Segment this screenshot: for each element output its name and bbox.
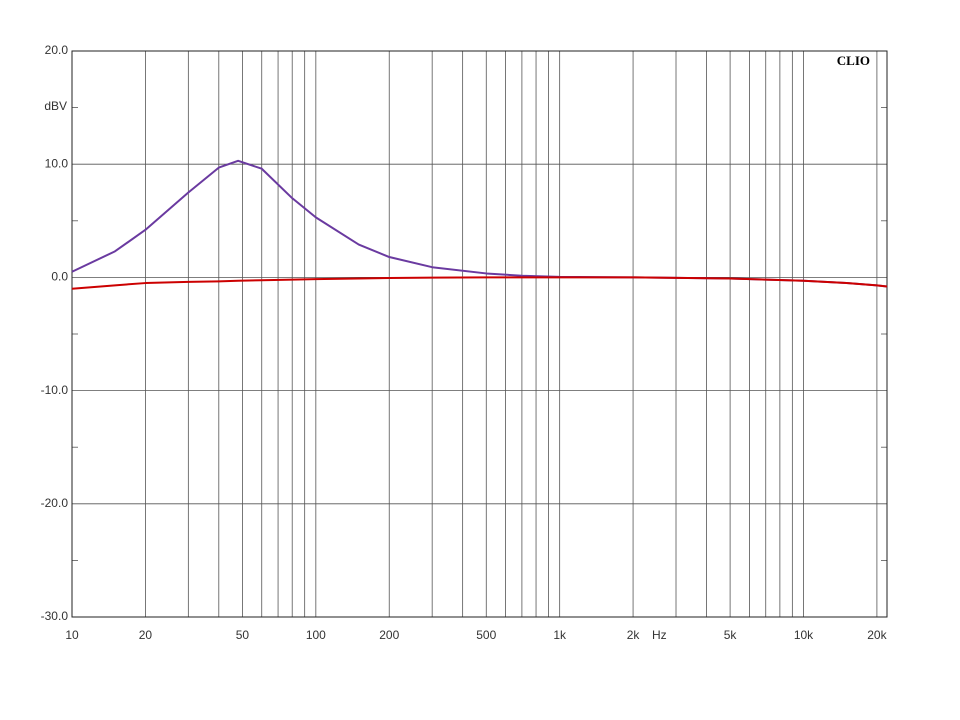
x-tick-label: 100: [306, 628, 326, 642]
y-tick-label: 0.0: [51, 270, 68, 284]
x-tick-label: 2k: [627, 628, 641, 642]
x-tick-label: 20: [139, 628, 153, 642]
y-axis-label: dBV: [44, 99, 67, 113]
logo: CLIO: [837, 53, 870, 68]
series-line: [71, 159, 888, 288]
y-tick-label: -10.0: [41, 383, 69, 397]
y-tick-label: -20.0: [41, 496, 69, 510]
y-tick-label: -30.0: [41, 609, 69, 623]
plot-frame: [71, 50, 888, 618]
x-tick-label: 5k: [724, 628, 738, 642]
x-tick-label: 1k: [553, 628, 567, 642]
x-tick-label: 200: [379, 628, 399, 642]
x-tick-label: 500: [476, 628, 496, 642]
y-tick-label: 20.0: [45, 43, 69, 57]
x-tick-label: 10k: [794, 628, 814, 642]
series-line: [71, 276, 888, 290]
x-unit: Hz: [652, 628, 667, 642]
y-tick-label: 10.0: [45, 156, 69, 170]
x-tick-label: 20k: [867, 628, 887, 642]
x-tick-label: 50: [236, 628, 250, 642]
x-tick-label: 10: [65, 628, 79, 642]
